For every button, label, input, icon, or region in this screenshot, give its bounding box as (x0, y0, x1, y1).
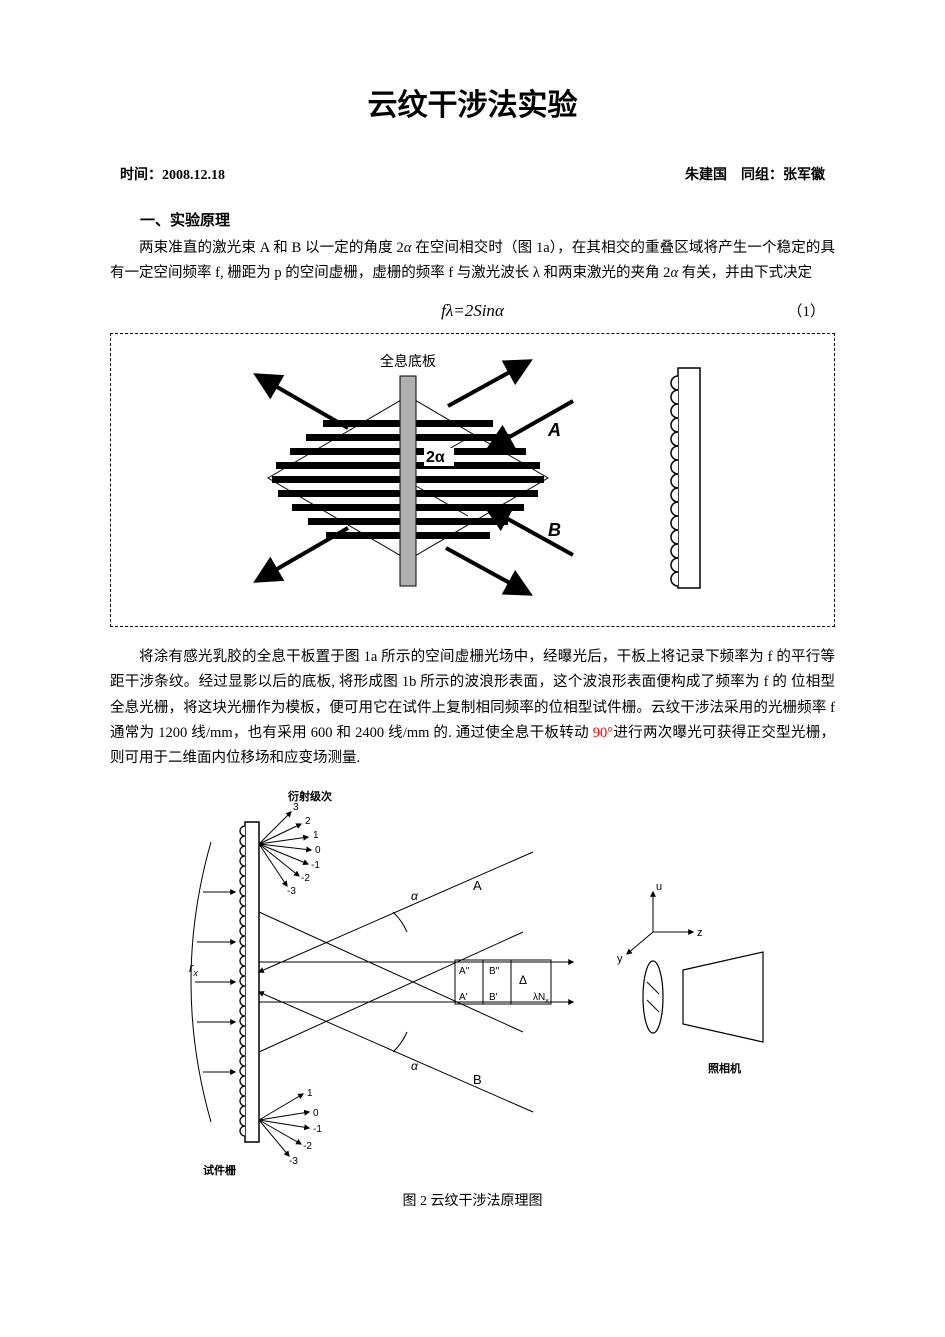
author-name: 朱建国 (685, 168, 727, 183)
fig1-angle-label: 2α (426, 449, 445, 466)
eq1-number: （1） (787, 300, 825, 321)
fig2-ordb-1: 1 (307, 1088, 313, 1099)
fig2-ord-m1: -1 (311, 860, 320, 871)
fig2-rx: rx (189, 960, 198, 978)
fig1b-scallops (671, 376, 678, 586)
fig2-alpha-top: α (411, 889, 419, 903)
meta-author-group: 朱建国 同组：张军徽 (685, 164, 825, 184)
fig2-Ap: A' (459, 992, 468, 1003)
figure-1-box: 全息底板 (110, 333, 835, 627)
eq1-alpha: α (495, 301, 504, 321)
date-value: 2008.12.18 (162, 168, 225, 183)
figure-2-svg: rx 3 2 1 0 -1 -2 -3 (153, 782, 793, 1182)
fig2-ord-m3: -3 (287, 886, 296, 897)
fig2-axis-u: u (656, 881, 662, 893)
page-title: 云纹干涉法实验 (110, 80, 835, 124)
fig2-scallops (240, 826, 245, 1136)
fig2-ordb-m2: -2 (303, 1141, 312, 1152)
fig2-camera (683, 952, 763, 1042)
section-1-para-1: 两束准直的激光束 A 和 B 以一定的角度 2α 在空间相交时（图 1a），在其… (110, 236, 835, 287)
meta-row: 时间：2008.12.18 朱建国 同组：张军徽 (110, 164, 835, 184)
fig2-beam-A (259, 852, 533, 972)
eq1-rhs: 2Sin (465, 301, 495, 321)
partner-name: 张军徽 (783, 168, 825, 183)
figure-1a-svg: 全息底板 (228, 348, 588, 608)
fig1-beam-out-ur (448, 362, 528, 406)
fig2-specimen-label: 试件栅 (203, 1163, 236, 1177)
fig2-ord-0: 0 (315, 845, 321, 856)
fig2-wavefront-arrows (195, 892, 235, 1072)
fig2-ordb-0: 0 (313, 1108, 319, 1119)
fig2-alpha-arc-bot (393, 1032, 407, 1052)
fig1-plate-over (400, 376, 416, 586)
fig1-beam-out-lr (446, 548, 528, 593)
fig2-ord-3: 3 (293, 802, 299, 813)
para2-red: 90° (593, 725, 613, 741)
fig1-beam-out-ll (258, 528, 348, 580)
fig1-A-label: A (547, 420, 561, 440)
fig2-diffraction-label: 衍射级次 (287, 789, 332, 803)
fig2-Bpp: B'' (489, 966, 500, 977)
eq1-lambda: λ (446, 301, 453, 321)
eq1-eq: = (453, 301, 464, 321)
fig1-plate-label: 全息底板 (380, 353, 436, 369)
fig2-lens (643, 961, 663, 1033)
fig1b-body (678, 368, 700, 588)
fig1-beam-out-ul (258, 376, 348, 428)
section-1-heading: 一、实验原理 (110, 209, 835, 230)
para1-c: 有关，并由下式决定 (678, 265, 812, 281)
fig2-ord-1: 1 (313, 830, 319, 841)
fig2-axes (627, 892, 693, 954)
fig1-B-label: B (548, 520, 561, 540)
fig2-lens-hatch2 (647, 1000, 659, 1012)
para1-a: 两束准直的激光束 A 和 B 以一定的角度 2 (139, 240, 404, 256)
fig2-axis-y: y (617, 953, 623, 965)
figure-1b-svg (648, 358, 718, 598)
fig2-ordb-m3: -3 (289, 1156, 298, 1167)
para-2: 将涂有感光乳胶的全息干板置于图 1a 所示的空间虚栅光场中，经曝光后，干板上将记… (110, 645, 835, 772)
date-label: 时间： (120, 168, 162, 183)
equation-1: fλ = 2Sinα （1） (110, 297, 835, 325)
fig2-lens-hatch1 (647, 982, 659, 994)
fig2-App: A'' (459, 966, 470, 977)
fig2-ordb-m1: -1 (313, 1124, 322, 1135)
fig2-beam-B (259, 992, 533, 1112)
fig2-delta: Δ (519, 973, 527, 987)
fig2-camera-label: 照相机 (708, 1061, 741, 1075)
figure-2-caption: 图 2 云纹干涉法原理图 (110, 1190, 835, 1210)
fig2-alpha-arc-top (393, 912, 407, 932)
fig2-axis-z: z (697, 927, 703, 939)
partner-label: 同组： (741, 168, 783, 183)
figure-2-wrap: rx 3 2 1 0 -1 -2 -3 (110, 782, 835, 1182)
fig2-lambdaN: λNx (533, 992, 549, 1005)
meta-date: 时间：2008.12.18 (120, 164, 225, 184)
fig2-ord-2: 2 (305, 816, 311, 827)
fig2-A: A (473, 878, 482, 893)
fig2-B: B (473, 1072, 482, 1087)
fig2-Bp: B' (489, 992, 498, 1003)
figure-1-content: 全息底板 (121, 340, 824, 616)
fig2-ord-m2: -2 (301, 873, 310, 884)
fig2-alpha-bot: α (411, 1059, 419, 1073)
fig2-orders-bottom (259, 1094, 309, 1156)
alpha-2: α (670, 265, 678, 281)
fig2-grating-body (245, 822, 259, 1142)
